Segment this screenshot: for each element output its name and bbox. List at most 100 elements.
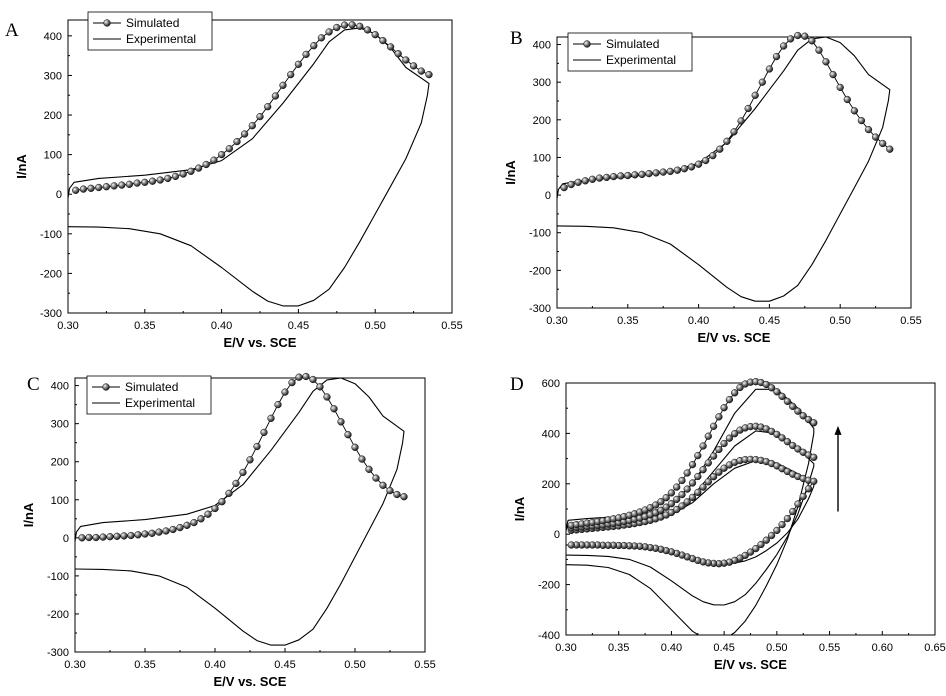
simulated-point — [337, 418, 345, 426]
simulated-point — [822, 58, 830, 66]
simulated-point — [169, 525, 177, 534]
simulated-point — [271, 92, 280, 100]
simulated-point — [409, 62, 418, 70]
simulated-point — [758, 78, 766, 86]
x-tick-label: 0.35 — [617, 315, 638, 327]
x-axis-title: E/V vs. SCE — [214, 674, 287, 689]
y-tick-label: 200 — [542, 479, 560, 491]
simulated-point — [179, 170, 187, 178]
simulated-point — [574, 178, 582, 186]
simulated-point — [699, 466, 707, 474]
simulated-point — [340, 21, 349, 29]
simulated-point — [246, 456, 254, 464]
simulated-point — [678, 490, 686, 499]
legend-label: Simulated — [125, 380, 178, 394]
y-tick-label: 100 — [51, 495, 69, 507]
x-tick-label: 0.45 — [759, 315, 780, 327]
simulated-point — [794, 445, 802, 453]
simulated-point — [683, 485, 691, 493]
simulated-point — [294, 60, 303, 68]
experimental-line — [68, 27, 430, 307]
plot-area — [557, 31, 894, 302]
simulated-point — [267, 414, 275, 422]
y-axis-title: I/nA — [14, 154, 29, 179]
simulated-point — [323, 393, 331, 401]
simulated-point — [694, 472, 702, 481]
simulated-point — [288, 378, 296, 387]
legend-box — [86, 375, 212, 415]
simulated-point — [725, 395, 734, 404]
simulated-point — [678, 502, 686, 510]
panel-letter-a: A — [5, 20, 19, 41]
simulated-point — [325, 28, 333, 36]
y-tick-label: -200 — [47, 609, 69, 621]
x-tick-label: 0.40 — [211, 320, 232, 332]
simulated-point — [773, 430, 781, 439]
y-tick-label: 200 — [533, 115, 551, 127]
x-tick-label: 0.30 — [57, 320, 78, 332]
x-axis-title: E/V vs. SCE — [714, 657, 787, 672]
simulated-point — [302, 50, 310, 59]
simulated-point — [217, 150, 226, 159]
y-tick-label: 400 — [44, 31, 62, 43]
simulated-point — [666, 167, 674, 176]
y-axis-title: I/nA — [21, 502, 36, 527]
simulated-point — [694, 488, 702, 497]
y-tick-label: 400 — [542, 428, 560, 440]
y-tick-label: 300 — [51, 419, 69, 431]
simulated-point — [709, 473, 718, 481]
simulated-point — [110, 182, 118, 190]
simulated-point — [662, 503, 670, 511]
simulated-point — [560, 183, 568, 192]
legend-marker — [103, 19, 111, 27]
simulated-point — [704, 432, 712, 440]
simulated-line — [571, 381, 815, 526]
panel-letter-d: D — [510, 374, 524, 395]
y-tick-label: 100 — [533, 152, 551, 164]
simulated-point — [773, 388, 781, 396]
simulated-point — [125, 180, 134, 188]
simulated-point — [155, 528, 163, 536]
simulated-point — [667, 500, 676, 508]
experimental-line — [566, 388, 815, 635]
simulated-point — [102, 183, 111, 191]
simulated-point — [694, 451, 702, 460]
legend-box — [567, 32, 693, 72]
simulated-point — [379, 481, 387, 489]
x-tick-label: 0.35 — [134, 659, 155, 671]
simulated-point — [667, 489, 676, 497]
simulated-point — [871, 133, 880, 141]
simulated-point — [365, 465, 373, 473]
x-tick-label: 0.55 — [900, 315, 921, 327]
simulated-point — [281, 388, 289, 396]
simulated-point — [609, 172, 618, 181]
x-tick-label: 0.30 — [64, 659, 85, 671]
simulated-point — [857, 116, 866, 125]
simulated-point — [731, 389, 739, 397]
panel-letter-c: C — [27, 374, 40, 395]
simulated-point — [162, 527, 170, 535]
simulated-point — [310, 42, 318, 50]
x-tick-label: 0.60 — [872, 642, 893, 654]
x-tick-label: 0.45 — [288, 320, 309, 332]
x-tick-label: 0.55 — [819, 642, 840, 654]
simulated-point — [171, 172, 180, 181]
plot-area — [68, 21, 433, 307]
simulated-point — [799, 492, 807, 501]
simulated-point — [99, 533, 107, 541]
simulated-point — [789, 441, 797, 450]
legend: Simulated Experimental — [86, 375, 212, 415]
simulated-point — [148, 177, 157, 185]
simulated-point — [688, 460, 697, 469]
simulated-point — [239, 468, 247, 477]
simulated-point — [673, 483, 681, 491]
plot-area — [566, 378, 818, 635]
simulated-point — [379, 36, 387, 45]
simulated-point — [225, 489, 233, 497]
experimental-line — [75, 377, 405, 646]
simulated-point — [652, 169, 660, 177]
simulated-point — [794, 31, 802, 40]
y-axis-title: I/nA — [512, 496, 527, 521]
simulated-point — [120, 532, 128, 540]
